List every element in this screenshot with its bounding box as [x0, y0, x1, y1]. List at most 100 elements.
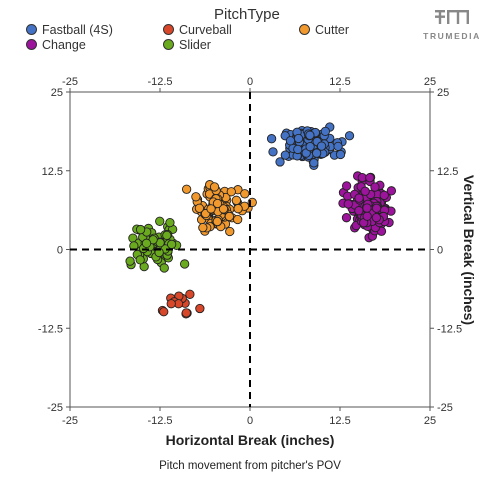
x-tick-label: -12.5	[147, 415, 172, 427]
logo-text: TRUMEDIA	[412, 31, 492, 41]
point-fastball-4s	[269, 148, 277, 156]
point-slider	[126, 257, 134, 265]
point-cutter	[182, 185, 190, 193]
point-fastball-4s	[306, 142, 314, 150]
x-tick-label: 12.5	[329, 415, 350, 427]
point-slider	[142, 239, 150, 247]
point-curveball	[186, 290, 194, 298]
point-fastball-4s	[306, 131, 314, 139]
point-change	[342, 213, 350, 221]
legend-dot-icon	[163, 24, 174, 35]
trumedia-logo: TRUMEDIA	[412, 10, 492, 41]
point-slider	[136, 256, 144, 264]
point-fastball-4s	[281, 151, 289, 159]
point-cutter	[232, 196, 240, 204]
x-axis-label: Horizontal Break (inches)	[0, 432, 500, 448]
legend-dot-icon	[26, 24, 37, 35]
point-cutter	[210, 183, 218, 191]
y-axis-label: Vertical Break (inches)	[461, 175, 477, 325]
point-curveball	[160, 308, 168, 316]
point-slider	[136, 225, 144, 233]
legend-label: Change	[42, 38, 86, 52]
point-fastball-4s	[336, 150, 344, 158]
point-cutter	[213, 199, 221, 207]
point-change	[380, 191, 388, 199]
legend-dot-icon	[163, 39, 174, 50]
chart-caption: Pitch movement from pitcher's POV	[0, 460, 500, 472]
points-layer	[126, 123, 396, 318]
point-fastball-4s	[310, 159, 318, 167]
point-change	[344, 200, 352, 208]
y-tick-label: 0	[57, 245, 63, 257]
x-tick-label: 0	[247, 415, 253, 427]
point-slider	[156, 217, 164, 225]
point-change	[355, 207, 363, 215]
point-fastball-4s	[294, 145, 302, 153]
reference-lines	[70, 92, 430, 407]
point-slider	[163, 231, 171, 239]
point-slider	[180, 260, 188, 268]
point-fastball-4s	[294, 134, 302, 142]
y-tick-label-right: 25	[437, 87, 449, 99]
point-slider	[160, 264, 168, 272]
point-slider	[167, 240, 175, 248]
legend-item-curveball[interactable]: Curveball	[163, 23, 232, 37]
point-change	[361, 187, 369, 195]
point-fastball-4s	[345, 132, 353, 140]
point-curveball	[196, 304, 204, 312]
legend-label: Slider	[179, 38, 211, 52]
legend-label: Cutter	[315, 23, 349, 37]
y-tick-label-right: 12.5	[437, 166, 458, 178]
trumedia-logo-icon	[435, 10, 469, 24]
point-cutter	[234, 204, 242, 212]
point-change	[363, 212, 371, 220]
legend-item-cutter[interactable]: Cutter	[299, 23, 349, 37]
point-curveball	[182, 309, 190, 317]
point-slider	[166, 218, 174, 226]
y-tick-label-right: -25	[437, 402, 453, 414]
x-tick-label-top: -25	[62, 76, 78, 88]
legend-title: PitchType	[214, 6, 280, 23]
y-tick-label: 12.5	[42, 166, 63, 178]
point-change	[366, 174, 374, 182]
legend-label: Curveball	[179, 23, 232, 37]
y-tick-label-right: -12.5	[437, 323, 462, 335]
point-change	[342, 182, 350, 190]
point-cutter	[226, 227, 234, 235]
legend-label: Fastball (4S)	[42, 23, 113, 37]
point-change	[372, 204, 380, 212]
x-tick-label-top: 0	[247, 76, 253, 88]
point-cutter	[192, 193, 200, 201]
legend-item-fastball[interactable]: Fastball (4S)	[26, 23, 113, 37]
legend-dot-icon	[26, 39, 37, 50]
point-fastball-4s	[334, 142, 342, 150]
legend-item-slider[interactable]: Slider	[163, 38, 211, 52]
y-tick-label: -25	[47, 402, 63, 414]
legend-item-change[interactable]: Change	[26, 38, 86, 52]
point-cutter	[213, 217, 221, 225]
y-tick-label: 25	[51, 87, 63, 99]
point-fastball-4s	[267, 135, 275, 143]
x-tick-label-top: -12.5	[147, 76, 172, 88]
x-tick-label: -25	[62, 415, 78, 427]
y-tick-label: -12.5	[38, 323, 63, 335]
point-cutter	[227, 188, 235, 196]
y-tick-label-right: 0	[437, 245, 443, 257]
point-cutter	[195, 204, 203, 212]
legend-dot-icon	[299, 24, 310, 35]
x-tick-label-top: 25	[424, 76, 436, 88]
point-fastball-4s	[312, 149, 320, 157]
x-tick-label-top: 12.5	[329, 76, 350, 88]
point-change	[371, 183, 379, 191]
x-tick-label: 25	[424, 415, 436, 427]
point-curveball	[167, 300, 175, 308]
point-change	[355, 194, 363, 202]
point-change	[363, 204, 371, 212]
point-cutter	[241, 190, 249, 198]
point-cutter	[233, 215, 241, 223]
point-cutter	[199, 223, 207, 231]
point-change	[372, 213, 380, 221]
point-fastball-4s	[286, 137, 294, 145]
point-fastball-4s	[321, 127, 329, 135]
